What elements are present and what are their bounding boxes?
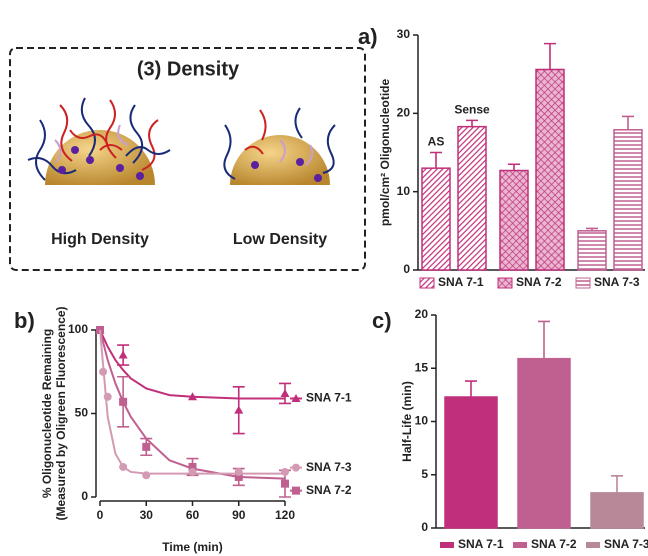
sna-low [223,107,336,185]
point [280,388,290,397]
y-axis-label: (Measured by Oligreen Fluorescence) [54,306,68,520]
y-tick-label: 20 [397,106,411,120]
point [99,367,108,376]
error-bar [611,475,623,493]
y-axis-label: pmol/cm² Oligonucleotide [378,79,392,227]
point [234,472,243,481]
bar [613,129,643,271]
point [281,467,289,476]
point [188,462,197,471]
bar [577,230,607,271]
point [119,397,128,406]
legend-label: SNA 7-1 [458,537,504,551]
x-tick-label: 90 [232,508,246,522]
panel-label: b) [14,308,35,333]
y-tick-label: 10 [397,184,411,198]
error-bar [544,42,556,70]
point [188,392,197,401]
series-label: SNA 7-1 [306,391,352,405]
y-axis-label: % Oligonucleotide Remaining [40,329,54,498]
point [142,442,151,451]
error-bar [538,320,550,359]
legend-label: SNA 7-2 [531,537,577,551]
fit-curve [99,329,285,475]
fit-curve [99,329,286,480]
point [118,350,128,359]
error-bar [466,119,478,127]
y-tick-label: 20 [415,307,429,321]
diagram-title: (3) Density [137,58,240,80]
y-tick-label: 15 [415,360,429,374]
x-axis-label: Time (min) [162,540,222,554]
diagram-label: Low Density [233,231,327,248]
legend-swatch [513,542,527,548]
y-axis-label: Half-Life (min) [400,381,414,462]
y-tick-label: 0 [421,520,428,534]
legend-swatch [440,542,454,548]
error-bar [622,115,634,130]
y-tick-label: 0 [403,262,410,276]
x-tick-label: 120 [275,508,295,522]
x-tick-label: 30 [140,508,154,522]
legend-swatch [575,277,591,289]
series-label: SNA 7-3 [306,460,352,474]
y-tick-label: 0 [81,489,88,503]
point [234,467,243,476]
panel-label: c) [372,308,392,333]
diagram-label: High Density [51,231,149,248]
point [119,462,128,471]
sna-high [27,97,171,185]
y-tick-label: 100 [68,322,88,336]
point [234,405,244,414]
category-label: AS [428,135,445,149]
y-tick-label: 5 [421,467,428,481]
error-bar [465,380,477,398]
panel-label: a) [358,24,378,49]
x-tick-label: 0 [97,508,104,522]
error-bar [430,151,442,169]
fit-curve [99,329,285,400]
bar [421,167,451,271]
point [188,467,197,476]
series-label: SNA 7-2 [306,483,352,497]
y-tick-label: 30 [397,27,411,41]
y-tick-label: 10 [415,414,429,428]
legend-swatch [586,542,600,548]
bar [457,125,487,271]
legend-swatch [497,277,513,289]
legend-label: SNA 7-3 [604,537,648,551]
y-tick-label: 50 [75,406,89,420]
bar [499,169,529,271]
diagram-frame [9,47,366,271]
x-tick-label: 60 [186,508,200,522]
error-bar [508,163,520,171]
legend-swatch [419,277,435,289]
bar [535,68,565,271]
legend-label: SNA 7-1 [438,275,484,289]
legend-label: SNA 7-3 [594,275,640,289]
point [281,479,289,488]
error-bar [586,227,598,231]
point [103,392,112,401]
point [142,471,151,480]
diagram: (3) Density High Density L [9,47,366,271]
category-label: Sense [454,103,490,117]
bar [444,396,498,529]
legend-label: SNA 7-2 [516,275,562,289]
bar [517,357,571,529]
bar [590,492,644,529]
